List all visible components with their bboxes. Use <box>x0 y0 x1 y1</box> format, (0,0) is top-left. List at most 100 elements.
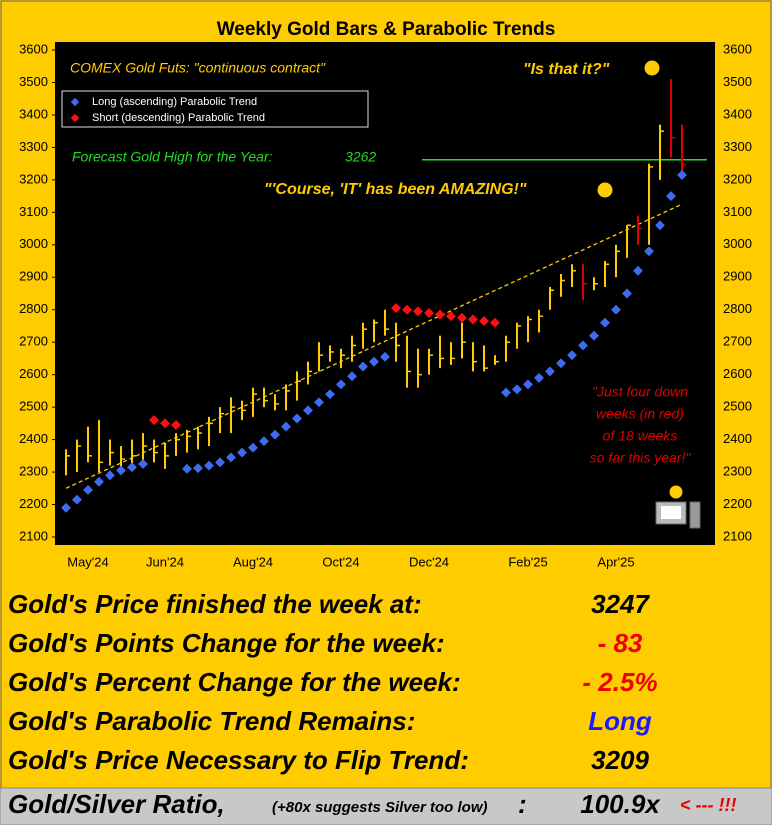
y2-tick-label: 3600 <box>723 41 752 56</box>
trend-dot <box>633 265 643 276</box>
forecast-value: 3262 <box>345 148 376 164</box>
emoji <box>668 484 684 500</box>
y-tick-label: 3600 <box>19 41 48 56</box>
forecast-label: Forecast Gold High for the Year: <box>72 148 273 164</box>
row-value: 100.9x <box>580 789 661 819</box>
row-value: Long <box>588 706 652 736</box>
y-tick-label: 3300 <box>19 139 48 154</box>
y-tick-label: 2400 <box>19 431 48 446</box>
trend-dot <box>490 317 500 328</box>
trend-dot <box>589 330 599 341</box>
trend-dot <box>314 397 324 408</box>
trend-dot <box>204 460 214 471</box>
row-label: Gold/Silver Ratio, <box>8 789 225 819</box>
y-tick-label: 2300 <box>19 464 48 479</box>
note: of 18 weeks <box>603 428 678 444</box>
row-value: 3209 <box>591 745 649 775</box>
row-label: Gold's Percent Change for the week: <box>8 667 461 697</box>
last-row-band <box>0 787 772 825</box>
row-label: Gold's Price finished the week at: <box>8 589 422 619</box>
trend-dot <box>501 387 511 398</box>
y2-tick-label: 2500 <box>723 399 752 414</box>
trend-dot <box>578 340 588 351</box>
trend-dot <box>600 317 610 328</box>
y2-tick-label: 3200 <box>723 171 752 186</box>
y2-tick-label: 3400 <box>723 106 752 121</box>
trend-dot <box>424 308 434 318</box>
note: weeks (in red) <box>596 406 684 422</box>
trend-dot <box>281 421 291 432</box>
subtitle: COMEX Gold Futs: "continuous contract" <box>70 60 326 76</box>
trend-dot <box>138 459 148 469</box>
trend-dot <box>259 436 269 447</box>
y-tick-label: 3000 <box>19 236 48 251</box>
y2-tick-label: 2900 <box>723 269 752 284</box>
trend-dot <box>369 356 379 367</box>
trend-dot <box>567 350 577 361</box>
x-tick-label: Oct'24 <box>322 554 359 569</box>
row-colon: : <box>518 789 527 819</box>
trend-dot <box>149 415 159 426</box>
trend-dot <box>358 361 368 372</box>
legend-label: Long (ascending) Parabolic Trend <box>92 96 257 108</box>
trend-dot <box>545 366 555 377</box>
y2-tick-label: 3300 <box>723 139 752 154</box>
y-tick-label: 2500 <box>19 399 48 414</box>
trend-dot <box>435 309 445 320</box>
y2-tick-label: 2100 <box>723 528 752 543</box>
trend-dot <box>644 246 654 257</box>
trend-dot <box>171 420 181 430</box>
row-label: Gold's Price Necessary to Flip Trend: <box>8 745 469 775</box>
y-tick-label: 2100 <box>19 528 48 543</box>
note: so far this year!" <box>590 450 692 466</box>
row-value: - 2.5% <box>582 667 657 697</box>
trend-dot <box>347 371 357 382</box>
y2-tick-label: 3000 <box>723 236 752 251</box>
trend-dot <box>193 463 203 474</box>
trend-dot <box>556 358 566 369</box>
row-label: Gold's Points Change for the week: <box>8 628 445 658</box>
trend-dot <box>391 303 401 314</box>
x-tick-label: Feb'25 <box>508 554 547 569</box>
x-tick-label: Aug'24 <box>233 554 273 569</box>
y-tick-label: 2800 <box>19 301 48 316</box>
x-tick-label: Apr'25 <box>597 554 634 569</box>
y2-tick-label: 2200 <box>723 496 752 511</box>
trend-dot <box>666 191 676 202</box>
legend <box>61 90 369 128</box>
row-value: 3247 <box>591 589 650 619</box>
trend-dot <box>512 384 522 395</box>
y-tick-label: 2700 <box>19 334 48 349</box>
y2-tick-label: 2300 <box>723 464 752 479</box>
chart-title: Weekly Gold Bars & Parabolic Trends <box>217 19 556 40</box>
computer-screen <box>661 506 681 519</box>
y2-tick-label: 3500 <box>723 74 752 89</box>
trend-dot <box>402 304 412 315</box>
y-tick-label: 3100 <box>19 204 48 219</box>
trend-dot <box>413 306 423 317</box>
y2-tick-label: 2600 <box>723 366 752 381</box>
y-tick-label: 3200 <box>19 171 48 186</box>
trend-dot <box>534 372 544 383</box>
row-label: Gold's Parabolic Trend Remains: <box>8 706 415 736</box>
row-note: (+80x suggests Silver too low) <box>272 799 487 816</box>
row-value: - 83 <box>598 628 643 658</box>
legend-label: Short (descending) Parabolic Trend <box>92 112 265 124</box>
annotation: "Is that it?" <box>523 61 610 78</box>
x-tick-label: May'24 <box>67 554 109 569</box>
trend-dot <box>611 304 621 315</box>
trend-dot <box>226 452 236 463</box>
computer-tower <box>689 501 701 529</box>
annotation: "'Course, 'IT' has been AMAZING!" <box>264 181 527 198</box>
trend-dot <box>127 462 137 473</box>
trend-dot <box>160 418 170 429</box>
y2-tick-label: 3100 <box>723 204 752 219</box>
y2-tick-label: 2400 <box>723 431 752 446</box>
trend-dot <box>677 170 687 180</box>
y-tick-label: 2600 <box>19 366 48 381</box>
trend-dot <box>380 351 390 362</box>
y2-tick-label: 2800 <box>723 301 752 316</box>
row-arrow: < --- !!! <box>680 795 736 815</box>
trend-dot <box>182 463 192 474</box>
